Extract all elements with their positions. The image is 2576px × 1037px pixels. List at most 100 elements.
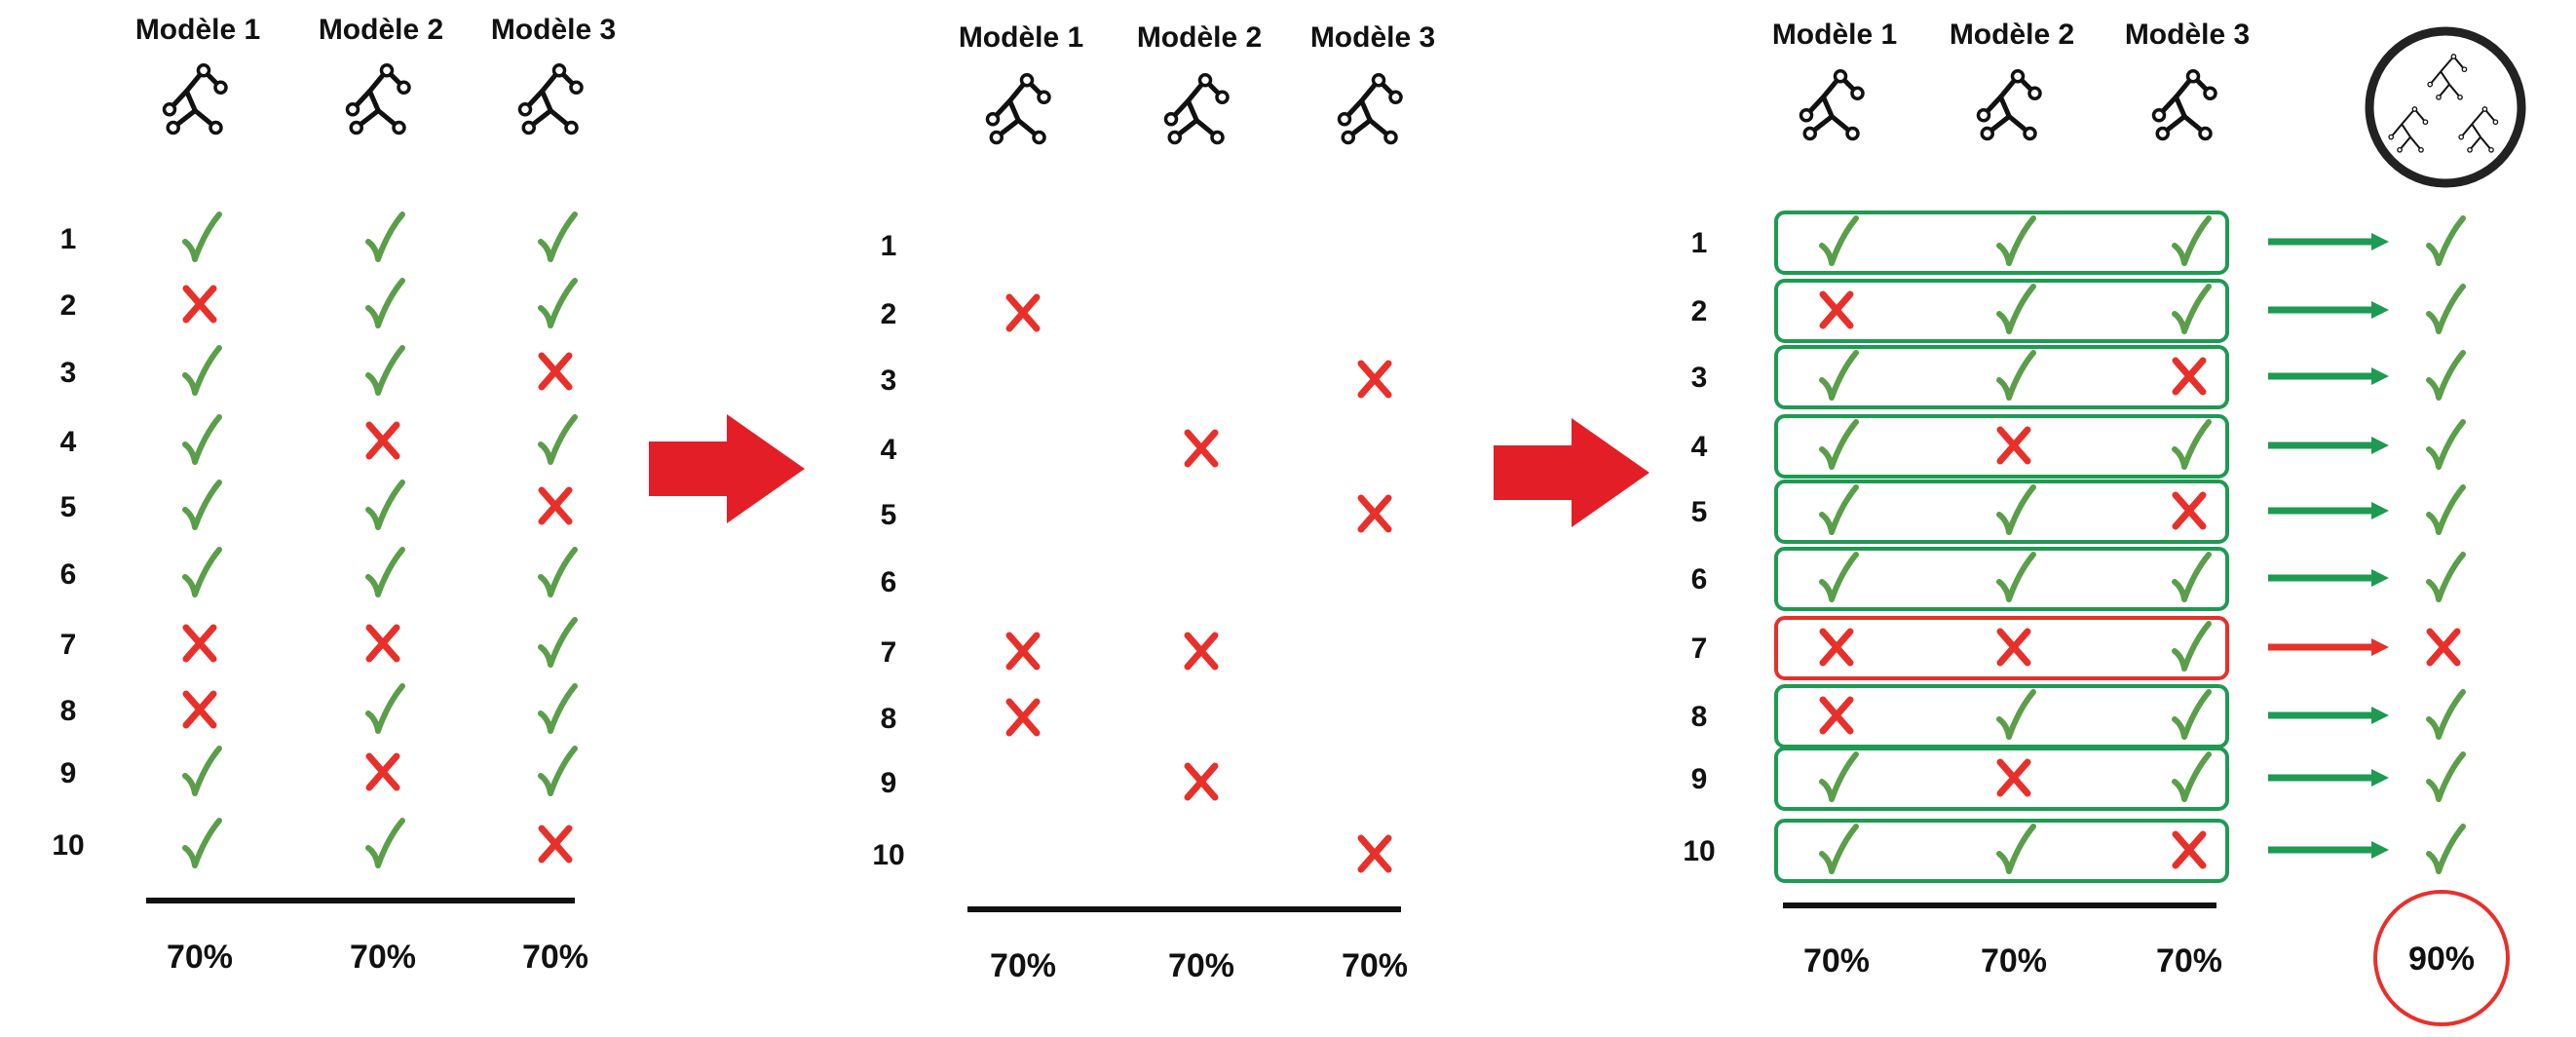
check-icon [182, 480, 222, 530]
row-label: 3 [1691, 362, 1708, 394]
decision-tree-icon [985, 73, 1051, 145]
vote-row-box [1774, 211, 2229, 275]
row-label: 3 [881, 365, 897, 397]
model-accuracy: 70% [1168, 947, 1234, 984]
check-icon [538, 617, 578, 668]
check-icon [1819, 215, 1859, 266]
vote-row-box [1774, 279, 2229, 343]
vote-row-box [1774, 819, 2229, 883]
cross-icon [1357, 494, 1392, 533]
row-label: 4 [881, 434, 897, 466]
check-icon [365, 211, 405, 262]
cross-icon [1996, 426, 2031, 465]
ensemble-accuracy-value: 90% [2408, 941, 2475, 978]
model-header: Modèle 1 [135, 14, 260, 46]
model-accuracy: 70% [2156, 942, 2222, 979]
cross-icon [1357, 834, 1392, 873]
check-icon [2172, 284, 2212, 334]
check-icon [182, 818, 222, 868]
cross-icon [1005, 698, 1041, 737]
check-icon [365, 683, 405, 734]
vote-arrow [2268, 769, 2389, 787]
check-icon [538, 547, 578, 597]
cross-icon [2426, 628, 2461, 667]
check-icon [538, 211, 578, 262]
decision-tree-icon [1163, 73, 1230, 145]
decision-tree-icon [345, 63, 411, 135]
right-arrow-icon [649, 414, 805, 523]
check-icon [2426, 350, 2466, 401]
check-icon [2172, 552, 2212, 602]
row-label: 4 [60, 426, 77, 458]
row-label: 7 [1691, 633, 1708, 665]
cross-icon [365, 624, 400, 663]
cross-icon [1184, 429, 1219, 468]
cross-icon [2172, 830, 2207, 869]
check-icon [1996, 284, 2036, 334]
row-label: 1 [1691, 227, 1708, 259]
ensemble-accuracy: 90% [2373, 890, 2510, 1026]
highlight-circle [2373, 890, 2510, 1026]
cross-icon [182, 285, 217, 324]
row-label: 3 [60, 357, 77, 389]
row-label: 2 [881, 298, 897, 330]
model-accuracy: 70% [1981, 942, 2047, 979]
row-label: 2 [60, 289, 77, 322]
row-label: 5 [1691, 496, 1708, 528]
cross-icon [1005, 293, 1041, 332]
vote-arrow [2268, 367, 2389, 385]
panel-ensemble-vote: Modèle 1 Modèle 2 Modèle 3 1 2 3 4 5 6 7 8 9 10 70% 70… [1683, 19, 2466, 979]
check-icon [182, 414, 222, 465]
model-header: Modèle 3 [2125, 19, 2250, 51]
vote-row-box [1774, 547, 2229, 611]
check-icon [1996, 689, 2036, 740]
decision-tree-icon [1337, 73, 1403, 145]
cross-icon [182, 624, 217, 663]
vote-arrow [2268, 569, 2389, 587]
cross-icon [1184, 762, 1219, 801]
cross-icon [1184, 632, 1219, 671]
model-header: Modèle 2 [319, 14, 443, 46]
model-accuracy: 70% [990, 947, 1056, 984]
model-accuracy: 70% [167, 939, 233, 976]
decision-tree-icon [1799, 69, 1865, 141]
decision-tree-icon [2151, 69, 2217, 141]
row-label: 1 [881, 230, 897, 262]
cross-icon [2172, 357, 2207, 396]
row-label: 4 [1691, 431, 1708, 463]
row-label: 6 [60, 558, 77, 591]
row-label: 6 [1691, 563, 1708, 595]
row-label: 7 [60, 629, 77, 661]
check-icon [2172, 751, 2212, 802]
check-icon [1819, 824, 1859, 874]
check-icon [1996, 484, 2036, 535]
row-label: 5 [881, 499, 897, 531]
row-label: 6 [881, 566, 897, 598]
row-label: 5 [60, 491, 77, 523]
model-header: Modèle 2 [1137, 21, 1262, 54]
cross-icon [1819, 628, 1854, 667]
check-icon [2172, 689, 2212, 740]
vote-arrow [2268, 437, 2389, 454]
check-icon [2426, 751, 2466, 802]
check-icon [1819, 484, 1859, 535]
decision-tree-icon [517, 63, 584, 135]
check-icon [182, 746, 222, 796]
vote-arrow [2268, 233, 2389, 250]
row-label: 9 [881, 767, 897, 799]
cross-icon [1357, 360, 1392, 399]
row-label: 8 [881, 703, 897, 735]
row-label: 8 [60, 695, 77, 727]
cross-icon [365, 752, 400, 791]
model-header: Modèle 2 [1950, 19, 2074, 51]
check-icon [365, 278, 405, 328]
vote-row-box [1774, 480, 2229, 544]
row-label: 10 [872, 839, 904, 871]
vote-arrow [2268, 707, 2389, 724]
check-icon [1996, 350, 2036, 401]
model-header: Modèle 3 [1310, 21, 1435, 54]
cross-icon [1005, 632, 1041, 671]
check-icon [1996, 215, 2036, 266]
check-icon [2426, 824, 2466, 874]
